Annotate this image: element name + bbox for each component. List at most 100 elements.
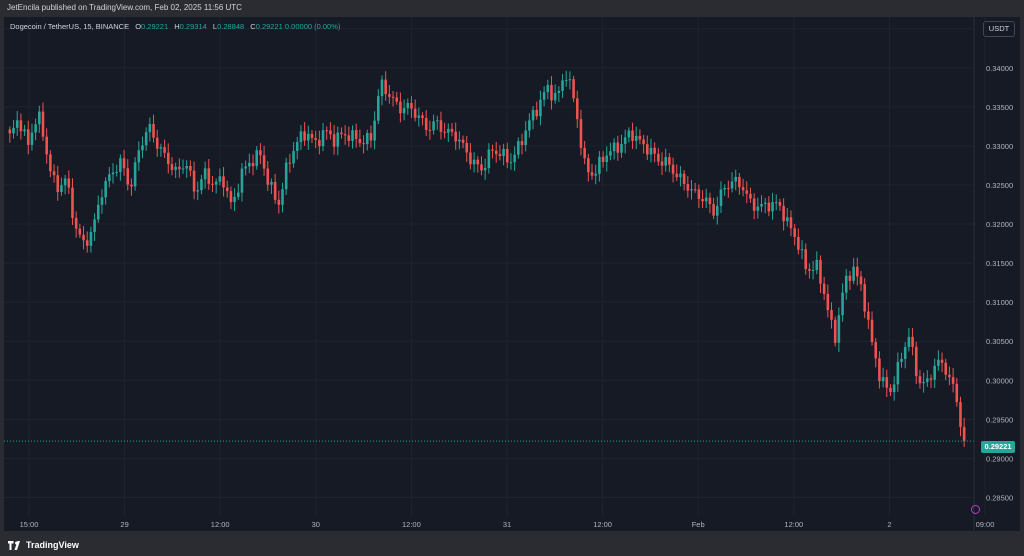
candle-body [244, 166, 247, 169]
candle-body [281, 189, 284, 205]
candle-body [575, 98, 579, 120]
candle-body [634, 135, 638, 141]
y-tick-label: 0.33000 [986, 142, 1013, 151]
candle-body [373, 120, 376, 141]
candle-body [137, 150, 141, 163]
candle-body [71, 187, 74, 218]
candle-body [362, 143, 365, 145]
y-tick-label: 0.30000 [986, 376, 1013, 385]
candle-body [85, 240, 89, 246]
x-tick-label: 29 [120, 520, 128, 529]
candle-body [649, 147, 653, 155]
y-tick-label: 0.28500 [986, 493, 1013, 502]
tradingview-logo-icon [8, 540, 20, 550]
candle-body [918, 376, 922, 384]
y-tick-label: 0.29500 [986, 415, 1013, 424]
candle-body [130, 184, 133, 187]
low-label: L [212, 22, 218, 31]
event-marker-icon[interactable] [971, 505, 980, 514]
candle-body [494, 150, 498, 155]
candle-body [690, 189, 693, 191]
x-tick-label: 15:00 [20, 520, 39, 529]
candle-body [704, 197, 708, 202]
candle-body [686, 184, 690, 191]
candle-body [749, 193, 752, 199]
candle-body [550, 85, 553, 101]
low-value: 0.28848 [217, 22, 245, 31]
candle-body [233, 196, 236, 203]
candle-body [911, 336, 914, 347]
candle-body [800, 249, 804, 251]
candle-body [96, 204, 100, 220]
candle-body [583, 147, 586, 159]
candle-body [343, 134, 347, 136]
candle-body [668, 157, 671, 165]
candle-body [907, 336, 911, 348]
candle-body [937, 359, 940, 366]
candle-body [424, 117, 428, 130]
candle-body [727, 188, 730, 190]
x-tick-label: 09:00 [976, 520, 995, 529]
candle-body [251, 162, 255, 167]
candle-body [126, 168, 130, 185]
price-chart[interactable]: 0.345000.340000.335000.330000.325000.320… [4, 17, 1020, 531]
candle-body [133, 162, 137, 187]
candle-body [491, 149, 494, 151]
candle-body [774, 202, 778, 204]
candle-body [579, 119, 583, 148]
candle-body [82, 234, 85, 241]
grid-lines [4, 17, 986, 517]
candle-body [914, 346, 918, 377]
candle-body [664, 157, 667, 166]
candle-body [745, 190, 749, 194]
candle-body [67, 178, 71, 188]
candle-body [605, 155, 609, 163]
candle-body [756, 206, 760, 211]
candle-body [822, 283, 826, 294]
candle-body [926, 378, 929, 382]
candle-body [638, 135, 642, 140]
candle-body [598, 156, 601, 174]
candle-body [240, 168, 244, 193]
candle-body [505, 148, 509, 163]
candle-body [310, 133, 314, 139]
candle-body [284, 162, 288, 190]
candle-body [174, 166, 177, 171]
candle-body [450, 128, 454, 132]
candle-body [513, 154, 516, 163]
candle-body [34, 124, 37, 133]
candle-body [811, 269, 815, 271]
candle-body [767, 202, 771, 212]
candle-body [730, 181, 734, 189]
candle-body [428, 129, 432, 131]
candle-body [631, 130, 634, 141]
candle-body [564, 80, 568, 82]
candle-body [933, 365, 936, 380]
brand-text: TradingView [26, 540, 79, 550]
candle-body [892, 384, 896, 393]
candle-body [111, 172, 115, 175]
candle-body [616, 142, 620, 153]
candle-body [896, 361, 900, 385]
candle-body [236, 192, 240, 197]
open-value: 0.29221 [141, 22, 169, 31]
x-axis: 15:00 29 12:00 30 12:00 31 12:00 Feb 12:00 2 09:00 [20, 520, 995, 529]
tradingview-brand[interactable]: TradingView [8, 540, 79, 550]
candle-body [561, 80, 564, 91]
candle-body [944, 362, 948, 375]
candle-body [778, 202, 782, 206]
candle-body [502, 148, 505, 157]
candle-body [185, 165, 188, 169]
candle-body [170, 164, 174, 171]
candle-body [262, 155, 266, 169]
candle-body [417, 115, 421, 118]
candle-body [487, 149, 491, 169]
candle-body [248, 162, 251, 167]
candle-body [321, 130, 325, 147]
x-tick-label: Feb [692, 520, 705, 529]
candle-body [955, 383, 959, 403]
candle-body [815, 259, 819, 270]
candle-body [517, 141, 520, 155]
candle-body [671, 164, 675, 174]
currency-button[interactable]: USDT [983, 21, 1015, 37]
